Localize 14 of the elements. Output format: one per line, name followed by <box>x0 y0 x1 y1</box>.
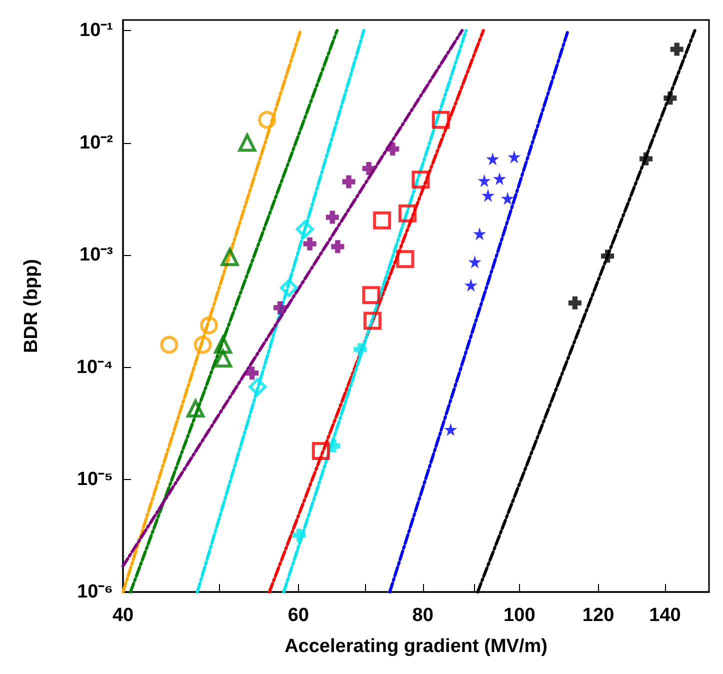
x-tick-label: 100 <box>504 605 536 626</box>
y-tick-label: 10⁻¹ <box>80 20 113 41</box>
y-tick-label: 10⁻³ <box>80 244 113 266</box>
y-tick-label: 10⁻⁶ <box>77 582 113 602</box>
x-tick-label: 60 <box>288 605 309 626</box>
x-tick-label: 120 <box>582 605 614 626</box>
x-axis-title: Accelerating gradient (MV/m) <box>284 636 548 657</box>
x-tick-label: 140 <box>649 605 681 626</box>
y-tick-label: 10⁻⁴ <box>76 356 113 378</box>
x-tick-label: 80 <box>412 605 434 626</box>
y-tick-label: 10⁻⁵ <box>76 469 113 490</box>
x-tick-label: 40 <box>112 605 134 626</box>
y-axis-title: BDR (bpp) <box>21 259 42 353</box>
y-tick-label: 10⁻² <box>80 132 113 154</box>
